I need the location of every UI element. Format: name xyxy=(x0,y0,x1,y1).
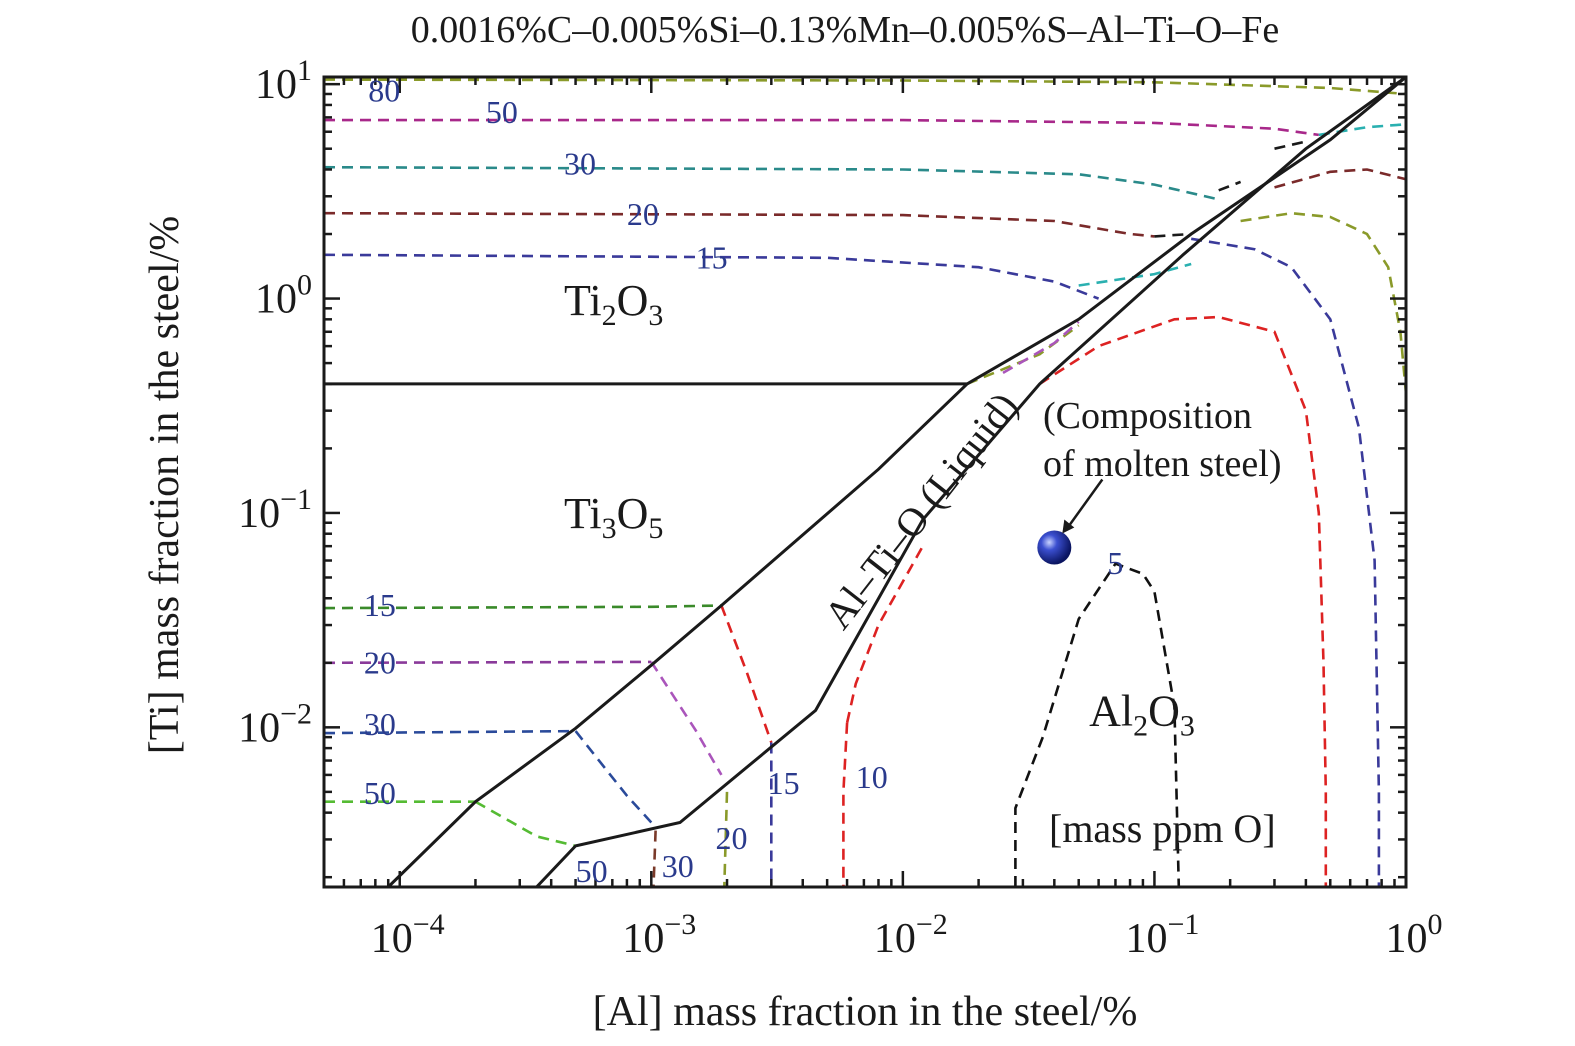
contour-line-17 xyxy=(842,722,849,887)
contour-label-0: 80 xyxy=(368,73,400,109)
phase-region-labels: Ti2O3 Ti3O5 Al2O3 xyxy=(564,276,1195,743)
liquid-region-label: Al–Ti–O (Liquid) xyxy=(815,384,1027,637)
contour-line-9 xyxy=(323,729,576,735)
annotation-line-2: of molten steel) xyxy=(1043,443,1281,485)
y-tick-labels: 10−2 10−1 100 101 xyxy=(238,54,312,751)
contour-label-10: 30 xyxy=(662,848,694,884)
contour-label-12: 15 xyxy=(768,765,800,801)
phase-region-label-2: Al2O3 xyxy=(1089,686,1195,742)
contour-line-29 xyxy=(1002,320,1080,375)
contour-label-11: 20 xyxy=(716,820,748,856)
contour-line-25 xyxy=(1154,232,1192,238)
series-layer xyxy=(323,78,1408,888)
annotation-arrow xyxy=(1065,478,1104,531)
x-axis-label: [Al] mass fraction in the steel/% xyxy=(593,989,1138,1035)
contour-line-26 xyxy=(1218,180,1242,192)
y-tick-label: 101 xyxy=(255,54,312,108)
unit-label: [mass ppm O] xyxy=(1049,806,1276,851)
phase-boundary-layer xyxy=(324,75,1407,889)
contour-line-27 xyxy=(1274,140,1307,150)
boundary-liquid-lower xyxy=(535,75,1407,889)
contour-label-6: 20 xyxy=(364,645,396,681)
contour-line-20 xyxy=(1190,237,1381,887)
contour-label-1: 50 xyxy=(486,94,518,130)
contour-label-3: 20 xyxy=(627,196,659,232)
chart-title: 0.0016%C–0.005%Si–0.13%Mn–0.005%S–Al–Ti–… xyxy=(411,9,1279,51)
contour-line-5 xyxy=(323,604,722,610)
x-tick-label: 10−4 xyxy=(371,908,445,962)
contour-label-14: 5 xyxy=(1107,545,1123,581)
phase-region-label-0: Ti2O3 xyxy=(564,276,663,332)
contour-label-13: 10 xyxy=(856,759,888,795)
contour-label-9: 50 xyxy=(576,853,608,889)
contour-line-13 xyxy=(652,830,657,888)
annotation-line-1: (Composition xyxy=(1043,395,1252,437)
contour-line-28 xyxy=(966,324,1080,386)
contour-line-22 xyxy=(1274,168,1407,189)
contour-line-24 xyxy=(1318,123,1407,137)
contour-line-6 xyxy=(720,605,773,743)
contour-label-7: 30 xyxy=(364,706,396,742)
y-tick-label: 100 xyxy=(255,269,312,323)
contour-line-21 xyxy=(1240,211,1408,394)
contour-line-4 xyxy=(323,253,1100,300)
contour-line-2 xyxy=(323,165,1219,201)
x-tick-label: 100 xyxy=(1386,908,1443,962)
contour-line-10 xyxy=(574,730,653,824)
x-tick-label: 10−1 xyxy=(1125,908,1199,962)
contour-line-8 xyxy=(650,661,723,776)
axis-ticks xyxy=(322,77,1408,887)
x-tick-label: 10−3 xyxy=(622,908,696,962)
contour-label-8: 50 xyxy=(364,775,396,811)
y-tick-label: 10−1 xyxy=(238,483,312,537)
contour-line-1 xyxy=(324,118,1319,137)
contour-line-12 xyxy=(474,800,576,848)
contour-line-19 xyxy=(1038,315,1328,887)
y-tick-label: 10−2 xyxy=(238,697,312,751)
phase-region-label-1: Ti3O5 xyxy=(564,489,663,545)
contour-line-14 xyxy=(723,791,729,888)
contour-line-7 xyxy=(323,660,652,665)
contour-label-5: 15 xyxy=(364,587,396,623)
composition-point xyxy=(1037,530,1072,565)
y-axis-label: [Ti] mass fraction in the steel/% xyxy=(142,216,188,755)
contour-label-4: 15 xyxy=(696,240,728,276)
contour-line-23 xyxy=(1078,262,1192,287)
contour-line-3 xyxy=(323,211,1155,238)
contour-line-16 xyxy=(845,545,924,724)
contour-label-2: 30 xyxy=(564,145,596,181)
contour-labels: 80 50 30 20 15 15 20 30 50 50 30 20 15 10 5 xyxy=(364,73,1124,889)
x-tick-label: 10−2 xyxy=(874,908,948,962)
x-tick-labels: 10−4 10−3 10−2 10−1 100 xyxy=(371,908,1443,962)
annotation-arrowhead xyxy=(1062,519,1075,534)
boundary-liquid-upper xyxy=(387,75,1407,889)
contour-line-18 xyxy=(1014,562,1181,888)
